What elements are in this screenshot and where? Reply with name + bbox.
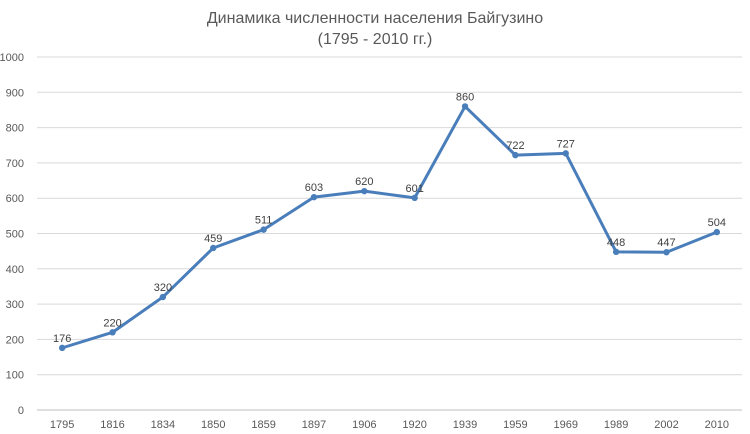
series [58,103,721,352]
series-line [60,104,719,350]
data-point [310,193,318,201]
x-tick-label: 1897 [302,419,326,431]
x-tick-label: 1795 [50,419,74,431]
chart-title-line-1: Динамика численности населения Байгузино [206,10,544,27]
data-point [159,293,167,301]
data-label: 722 [506,140,524,152]
x-tick-label: 1859 [251,419,275,431]
x-tick-label: 1850 [201,419,225,431]
data-point [612,248,620,256]
data-point [58,344,66,352]
data-label: 620 [355,176,373,188]
data-label: 511 [255,215,273,227]
data-label: 220 [103,317,121,329]
data-label: 504 [708,217,726,229]
data-point [109,329,116,336]
y-tick-label: 800 [6,123,24,135]
data-point [210,244,217,252]
data-point [713,228,721,236]
data-label: 320 [154,282,172,294]
x-tick-label: 1834 [151,419,175,431]
y-tick-label: 100 [6,370,24,382]
data-point [562,150,569,157]
gridlines [37,56,742,411]
data-label: 176 [53,333,71,345]
y-tick-label: 200 [6,334,24,346]
data-label: 448 [607,237,625,249]
x-tick-label: 1939 [453,419,477,431]
data-point [361,187,368,195]
data-label: 601 [405,183,423,195]
y-tick-label: 300 [6,299,24,311]
x-tick-label: 1906 [352,419,376,431]
y-tick-label: 900 [6,87,24,99]
data-point [411,194,418,202]
chart-title: Динамика численности населения Байгузино… [0,8,750,50]
x-tick-label: 1969 [554,419,578,431]
y-tick-label: 600 [6,193,24,205]
x-tick-label: 2002 [654,419,678,431]
y-tick-label: 1000 [0,52,24,64]
x-tick-label: 1920 [402,419,426,431]
data-label: 860 [456,91,474,103]
x-tick-label: 1959 [503,419,527,431]
y-axis: 0 100 200 300 400 500 600 700 800 900 1000 [0,52,24,417]
y-tick-label: 700 [6,158,24,170]
data-label: 447 [657,237,675,249]
x-tick-label: 1816 [100,419,124,431]
data-label: 459 [204,233,222,245]
data-labels: 176 220 320 459 511 603 620 601 860 722 727 448 447 5… [53,91,726,344]
data-point [663,249,670,256]
chart-title-line-2: (1795 - 2010 гг.) [317,31,433,48]
x-tick-label: 1989 [604,419,628,431]
y-tick-label: 500 [6,229,24,241]
x-tick-label: 2010 [705,419,729,431]
data-label: 727 [557,138,575,150]
data-point [512,151,519,159]
y-tick-label: 400 [6,264,24,276]
data-point [260,226,267,233]
data-label: 603 [305,182,323,194]
data-point [461,103,469,110]
x-axis: 1795 1816 1834 1850 1859 1897 1906 1920 1939 1959… [50,419,729,431]
y-tick-label: 0 [18,405,24,417]
